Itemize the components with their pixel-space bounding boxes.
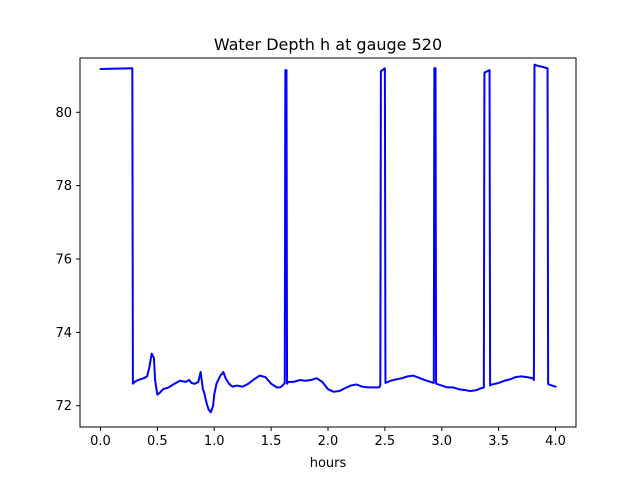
x-axis: 0.0 0.5 1.0 1.5 2.0 2.5 3.0 3.5 4.0 bbox=[90, 427, 566, 449]
x-tick-label: 2.0 bbox=[318, 434, 339, 449]
x-tick-label: 2.5 bbox=[375, 434, 396, 449]
y-axis: 72 74 76 78 80 bbox=[55, 106, 80, 414]
y-tick-label: 78 bbox=[55, 179, 72, 194]
y-tick-label: 80 bbox=[55, 106, 72, 121]
x-tick-label: 1.0 bbox=[204, 434, 225, 449]
plot-area bbox=[99, 63, 557, 414]
y-tick-label: 72 bbox=[55, 399, 72, 414]
x-axis-label: hours bbox=[310, 456, 347, 471]
y-tick-label: 76 bbox=[55, 253, 72, 268]
x-tick-label: 3.5 bbox=[488, 434, 509, 449]
chart-title: Water Depth h at gauge 520 bbox=[214, 35, 442, 54]
x-tick-label: 1.5 bbox=[261, 434, 282, 449]
x-tick-label: 0.5 bbox=[147, 434, 168, 449]
x-tick-label: 0.0 bbox=[90, 434, 111, 449]
y-tick-label: 74 bbox=[55, 326, 72, 341]
x-tick-label: 3.0 bbox=[431, 434, 452, 449]
x-tick-label: 4.0 bbox=[545, 434, 566, 449]
series-line bbox=[99, 63, 557, 414]
